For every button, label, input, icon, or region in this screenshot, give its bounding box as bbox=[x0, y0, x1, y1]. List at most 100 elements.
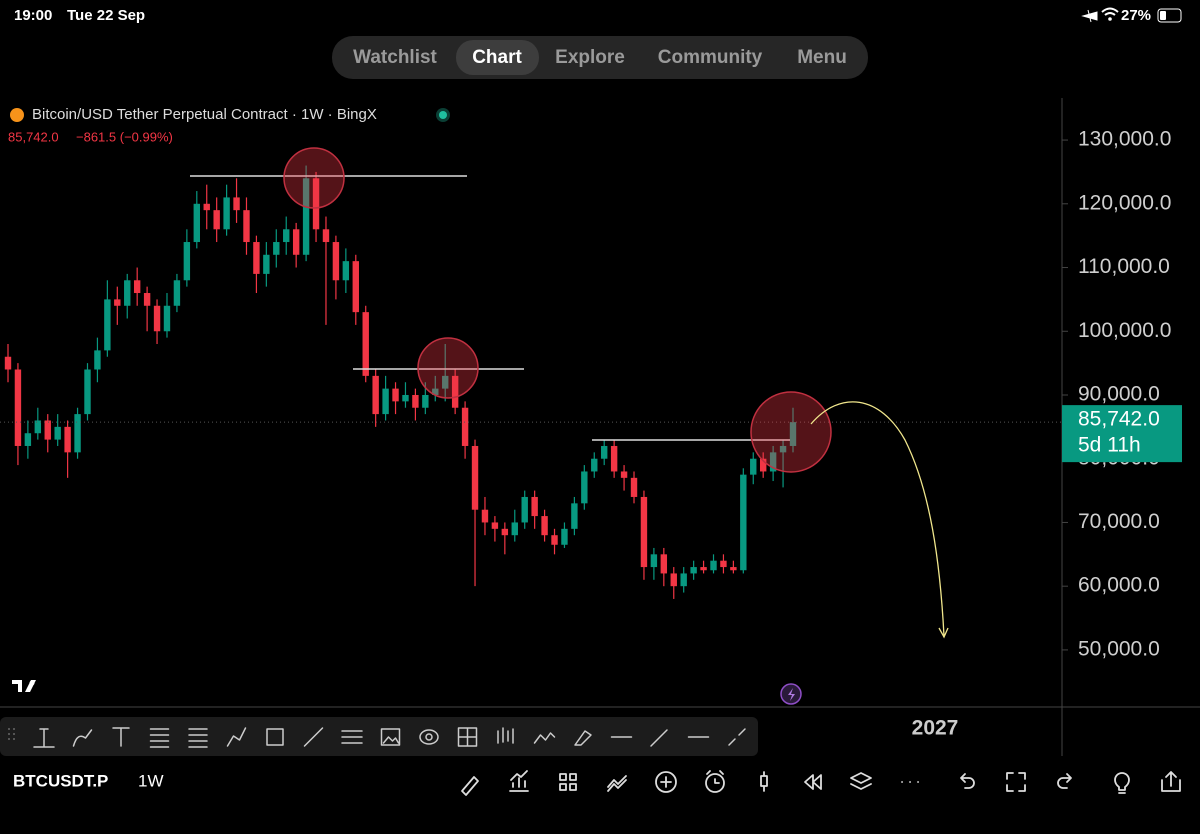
candle-body bbox=[620, 471, 628, 478]
plot: 130,000.0 120,000.0 110,000.0 100,000.0 90,0… bbox=[0, 128, 1182, 740]
draw-tool-icon[interactable] bbox=[497, 727, 514, 744]
nav-tab[interactable]: Community bbox=[658, 47, 763, 68]
toolbar-icon[interactable] bbox=[1161, 771, 1181, 792]
candle-body bbox=[402, 394, 409, 402]
candle-body bbox=[312, 178, 320, 230]
draw-tool-icon[interactable] bbox=[266, 728, 284, 746]
toolbar-icon[interactable] bbox=[960, 773, 975, 789]
candle-body bbox=[332, 242, 340, 281]
bar-countdown: 5d 11h bbox=[1078, 434, 1141, 457]
candle-body bbox=[243, 210, 250, 243]
wifi-icon bbox=[1101, 7, 1119, 16]
candle-body bbox=[183, 242, 191, 281]
draw-tool-icon[interactable] bbox=[188, 728, 208, 748]
y-tick-label: 120,000.0 bbox=[1078, 191, 1171, 214]
candle-body bbox=[64, 426, 71, 453]
candle-body bbox=[650, 554, 658, 568]
toolbar-icon[interactable] bbox=[804, 774, 822, 790]
draw-tool-icon[interactable] bbox=[728, 728, 746, 746]
nav-tab[interactable]: Chart bbox=[472, 47, 522, 68]
candle-body bbox=[74, 414, 81, 453]
candle-body bbox=[481, 509, 489, 523]
candle-body bbox=[789, 422, 797, 446]
draw-tool-icon[interactable] bbox=[457, 727, 478, 747]
draw-tool-icon[interactable] bbox=[341, 730, 363, 744]
grip-dot bbox=[13, 733, 15, 735]
toolbar-icon[interactable] bbox=[1114, 772, 1130, 794]
toolbar-icon[interactable] bbox=[1057, 773, 1072, 789]
draw-tool-icon[interactable] bbox=[112, 727, 130, 747]
candle-body bbox=[362, 312, 369, 376]
active-tab-bg bbox=[456, 40, 539, 75]
candle-body bbox=[283, 229, 290, 243]
tabs: Watchlist Chart Explore Community Menu bbox=[353, 47, 847, 68]
y-tick-label: 60,000.0 bbox=[1078, 574, 1160, 597]
last-price-label: 85,742.0 bbox=[1078, 408, 1160, 431]
draw-tool-icon[interactable] bbox=[650, 729, 668, 747]
nav-tab[interactable]: Explore bbox=[555, 47, 625, 68]
draw-tool-icon[interactable] bbox=[574, 730, 592, 746]
symbol[interactable]: BTCUSDT.P bbox=[13, 771, 108, 790]
candle-body bbox=[571, 503, 578, 529]
candle-body bbox=[769, 452, 777, 472]
toolbar-icon[interactable] bbox=[559, 773, 577, 791]
candle-body bbox=[680, 573, 687, 587]
toolbar-icon[interactable] bbox=[509, 770, 529, 792]
candle-body bbox=[412, 394, 419, 408]
grip-dot bbox=[8, 728, 10, 730]
last-price: 85,742.0 bbox=[8, 129, 59, 144]
candle-body bbox=[213, 210, 220, 230]
candle-body bbox=[342, 261, 350, 281]
candle-body bbox=[104, 299, 111, 351]
candle-body bbox=[501, 528, 509, 536]
draw-tool-icon[interactable] bbox=[380, 728, 401, 746]
candle-body bbox=[750, 458, 757, 475]
candle-body bbox=[670, 573, 677, 587]
candle-body bbox=[630, 477, 638, 497]
coin-icon bbox=[10, 108, 24, 122]
candle-body bbox=[233, 197, 240, 211]
draw-tool-icon[interactable] bbox=[72, 729, 93, 747]
draw-tool-icon[interactable] bbox=[419, 729, 439, 745]
candle-body bbox=[203, 203, 210, 211]
battery-level bbox=[1160, 11, 1166, 20]
toolbar-icon[interactable] bbox=[850, 772, 872, 790]
candle-body bbox=[372, 375, 379, 415]
candle-body bbox=[451, 375, 459, 408]
grip-dot bbox=[8, 738, 10, 740]
nav-tab[interactable]: Watchlist bbox=[353, 47, 437, 68]
candle-body bbox=[273, 242, 280, 255]
candle-body bbox=[591, 458, 598, 472]
drawn-circle bbox=[750, 391, 832, 473]
candle-body bbox=[253, 242, 260, 274]
drawn-circle bbox=[283, 147, 345, 209]
draw-tool-icon[interactable] bbox=[533, 732, 556, 744]
candle-body bbox=[432, 388, 439, 395]
candle-body bbox=[322, 229, 330, 243]
toolbar-icon[interactable] bbox=[461, 776, 479, 796]
candle-body bbox=[84, 369, 91, 415]
toolbar-icon[interactable] bbox=[607, 775, 627, 792]
candle-body bbox=[94, 350, 101, 370]
candle-body bbox=[143, 293, 151, 306]
candle-body bbox=[124, 280, 131, 306]
toolbar-icon[interactable] bbox=[1006, 772, 1026, 792]
last-price-box bbox=[1062, 405, 1182, 463]
candle-body bbox=[759, 458, 767, 472]
drawing-toolbar bbox=[0, 717, 758, 756]
interval[interactable]: 1W bbox=[138, 771, 164, 790]
draw-tool-icon[interactable] bbox=[33, 728, 55, 748]
draw-tool-icon[interactable] bbox=[226, 727, 247, 747]
candle-body bbox=[44, 420, 51, 440]
draw-tool-icon[interactable] bbox=[149, 728, 170, 748]
bottom-toolbar bbox=[461, 770, 1181, 796]
candle-body bbox=[511, 522, 518, 536]
toolbar-icon[interactable] bbox=[760, 771, 768, 792]
draw-tool-icon[interactable] bbox=[303, 727, 324, 747]
candle-body bbox=[660, 554, 668, 574]
tv-logo-dot bbox=[29, 680, 35, 686]
nav-tab[interactable]: Menu bbox=[797, 47, 847, 68]
toolbar-icon[interactable] bbox=[705, 770, 725, 793]
toolbar-icon[interactable] bbox=[655, 771, 677, 793]
